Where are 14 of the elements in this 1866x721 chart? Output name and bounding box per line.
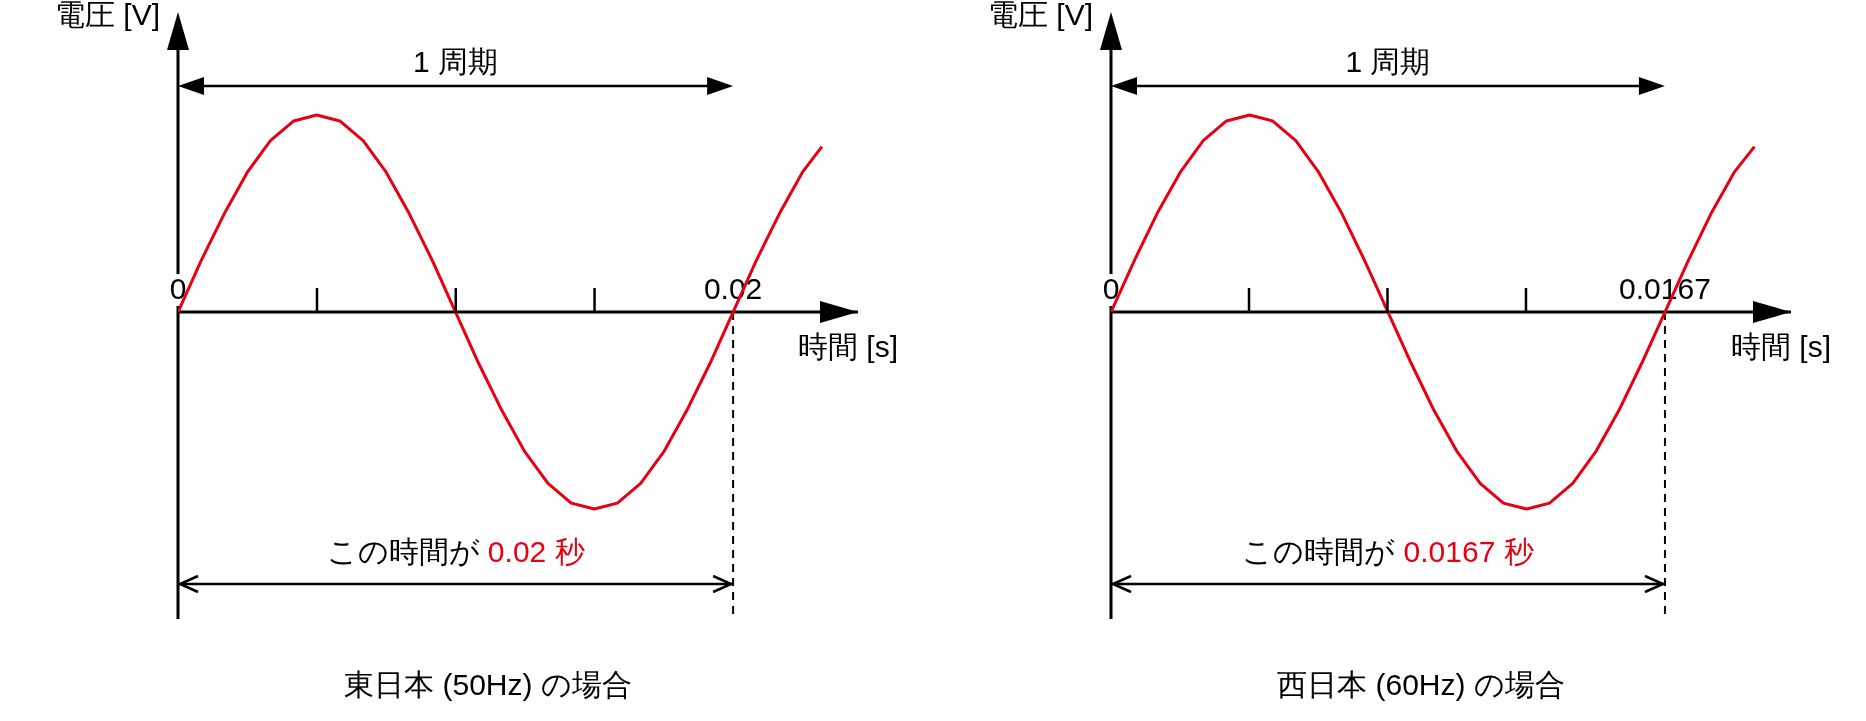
text: 西日本 (60Hz) の場合 (1277, 668, 1565, 702)
x-tick-label: 0 (169, 272, 187, 306)
x-axis-title: 時間 [s] (797, 330, 899, 364)
y-axis-title: 電圧 [V] (54, 0, 160, 32)
text: 1 周期 (413, 45, 499, 78)
text: 東日本 (50Hz) の場合 (344, 668, 632, 702)
y-axis-title: 電圧 [V] (987, 0, 1093, 32)
text: 0.0167 秒 (1403, 535, 1534, 568)
text: 1 周期 (1345, 45, 1431, 78)
text: この時間が (326, 535, 488, 568)
x-axis-title: 時間 [s] (1730, 330, 1832, 364)
text: 0.02 秒 (487, 535, 585, 568)
text: この時間が (1242, 535, 1404, 568)
x-tick-label: 0 (1102, 272, 1120, 306)
